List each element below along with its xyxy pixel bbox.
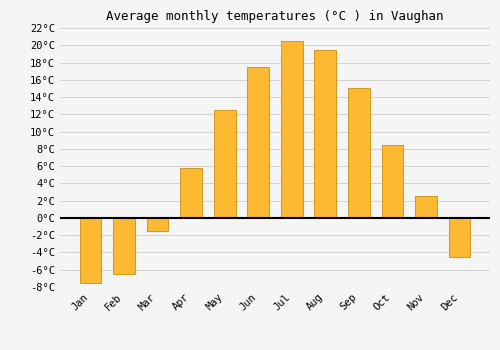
Bar [214, 110, 236, 218]
Title: Average monthly temperatures (°C ) in Vaughan: Average monthly temperatures (°C ) in Va… [106, 10, 444, 23]
Bar [415, 196, 437, 218]
Bar [180, 168, 202, 218]
Bar [314, 50, 336, 218]
Bar [448, 218, 470, 257]
Bar [248, 67, 269, 218]
Bar [80, 218, 102, 283]
Bar [382, 145, 404, 218]
Bar [348, 89, 370, 218]
Bar [281, 41, 302, 218]
Bar [146, 218, 169, 231]
Bar [113, 218, 135, 274]
